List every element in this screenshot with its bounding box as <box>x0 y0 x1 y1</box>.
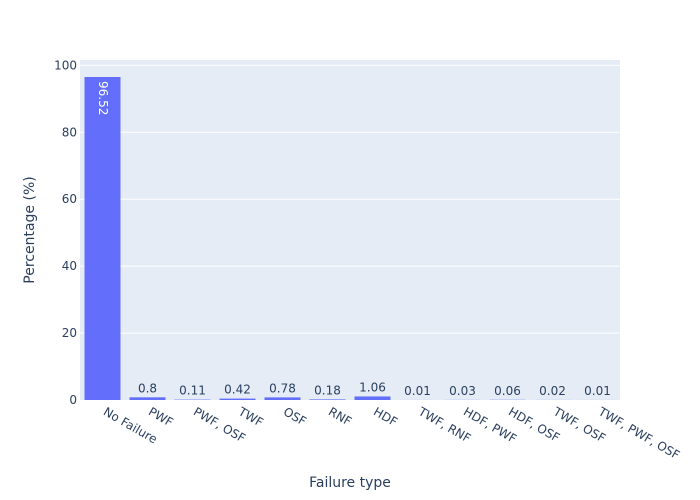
y-tick-label: 100 <box>54 58 77 72</box>
bar-value-label: 0.06 <box>494 384 521 398</box>
x-tick-label: TWF <box>235 404 266 430</box>
bar <box>219 398 256 400</box>
bar <box>354 396 391 400</box>
bar-value-label: 1.06 <box>359 380 386 394</box>
bar-value-label: 0.18 <box>314 383 341 397</box>
x-tick-label: OSF <box>281 404 309 428</box>
y-tick-label: 0 <box>69 393 77 407</box>
y-tick-label: 40 <box>62 259 77 273</box>
bar-value-label: 0.78 <box>269 381 296 395</box>
bar <box>129 397 166 400</box>
bar-value-label: 0.03 <box>449 384 476 398</box>
bar <box>264 397 301 400</box>
bar <box>84 77 121 400</box>
x-tick-label: PWF <box>146 404 176 429</box>
gridlines <box>80 64 620 334</box>
bar-value-label: 96.52 <box>96 81 110 115</box>
y-tick-label: 80 <box>62 125 77 139</box>
bars <box>84 77 616 400</box>
plot-area <box>80 60 620 400</box>
x-tick-label: RNF <box>326 404 354 428</box>
bar <box>309 399 346 400</box>
y-tick-label: 20 <box>62 326 77 340</box>
x-axis-title: Failure type <box>309 475 391 491</box>
y-axis-ticks: 0 20 40 60 80 100 <box>54 58 77 407</box>
bar-value-label: 0.01 <box>404 384 431 398</box>
y-tick-label: 60 <box>62 192 77 206</box>
bar-value-label: 0.11 <box>179 384 206 398</box>
x-tick-label: HDF <box>371 404 400 429</box>
bar-labels: 96.52 0.8 0.11 0.42 0.78 0.18 1.06 0.01 0.03 0.06… <box>96 81 611 398</box>
bar-value-label: 0.02 <box>539 384 566 398</box>
bar-value-label: 0.42 <box>224 383 251 397</box>
bar-value-label: 0.8 <box>138 381 157 395</box>
y-axis-title: Percentage (%) <box>22 176 38 283</box>
bar-value-label: 0.01 <box>584 384 611 398</box>
x-tick-label: TWF, PWF, OSF <box>595 404 682 462</box>
